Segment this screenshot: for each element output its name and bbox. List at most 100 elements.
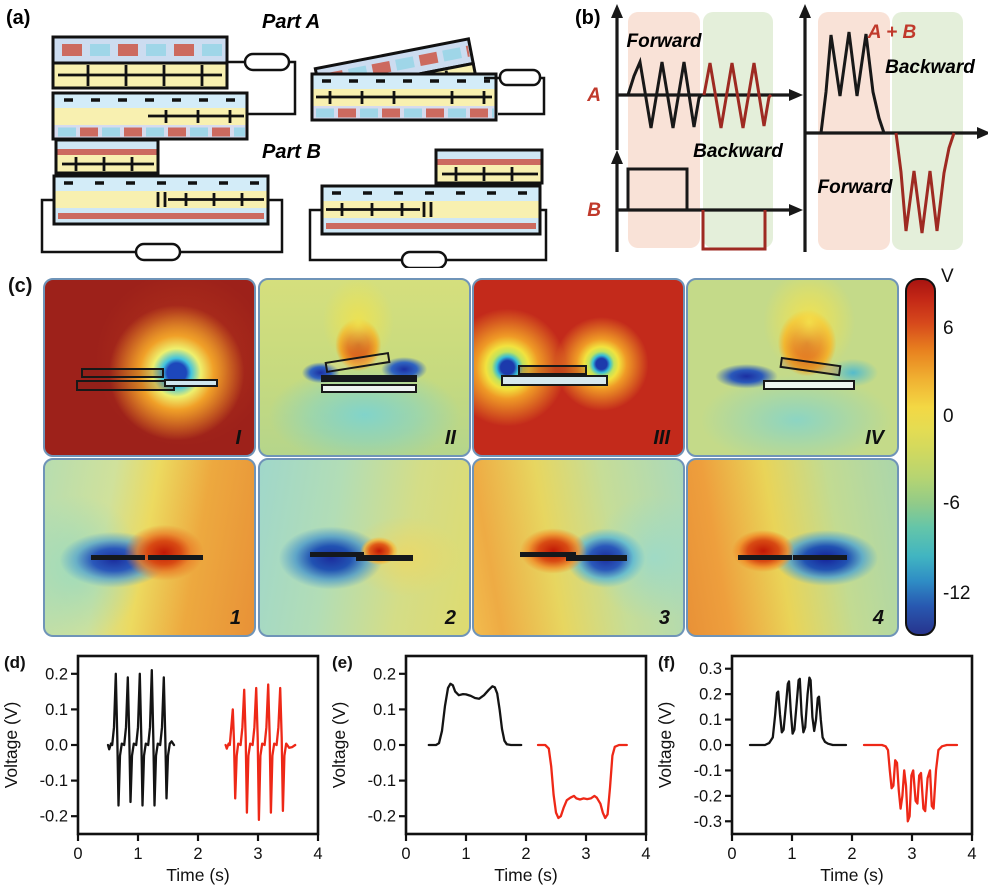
wave-b-backward — [701, 210, 767, 251]
svg-text:0: 0 — [727, 845, 736, 863]
wave-b-forward — [626, 167, 689, 210]
trace-backward — [224, 683, 297, 821]
svg-text:0: 0 — [73, 845, 82, 863]
svg-text:0.2: 0.2 — [45, 665, 68, 683]
svg-text:0.2: 0.2 — [699, 686, 722, 704]
trace-backward — [536, 743, 628, 820]
svg-text:0.1: 0.1 — [45, 701, 68, 719]
device-b2 — [308, 148, 548, 268]
part-a-label: Part A — [262, 11, 320, 33]
device-bar — [164, 378, 219, 387]
cell-label: IV — [865, 427, 884, 449]
colorbar-tick: -6 — [943, 493, 960, 514]
svg-text:-0.3: -0.3 — [694, 813, 722, 831]
forward-label-left: Forward — [627, 31, 702, 52]
heatmap-cell-4: 4 — [686, 458, 899, 637]
cell-label: 1 — [229, 607, 241, 629]
svg-text:0.0: 0.0 — [45, 737, 68, 755]
heatmap-cell-II: II — [258, 278, 471, 457]
backward-label-right: Backward — [885, 57, 975, 78]
heatmap-cell-IV: IV — [686, 278, 899, 457]
heatmap-cell-1: 1 — [43, 458, 256, 637]
svg-text:-0.2: -0.2 — [694, 787, 722, 805]
y-axis-label: Voltage (V) — [330, 702, 349, 789]
cell-label: III — [653, 427, 670, 449]
phase-band-backward-left — [703, 12, 773, 248]
chart-e-svg: 0.2 0.1 0.0 -0.1 -0.2 0 1 2 3 4 Voltage (V) Time (s… — [329, 653, 651, 885]
trace-backward — [862, 743, 959, 823]
colorbar-title: V — [941, 266, 954, 287]
wave-a-forward — [626, 56, 703, 129]
resistor-a1 — [243, 52, 291, 72]
device-bar — [792, 554, 847, 561]
svg-text:0.1: 0.1 — [373, 701, 396, 719]
trace-forward — [748, 676, 848, 747]
y-axis-label: Voltage (V) — [2, 702, 21, 789]
device-bar — [320, 384, 417, 393]
device-bar — [763, 379, 856, 391]
device-bar — [519, 551, 577, 558]
trace-forward — [427, 682, 523, 747]
plot-frame — [730, 654, 974, 836]
device-bar — [76, 379, 175, 392]
phase-band-backward-right — [892, 12, 963, 250]
cell-label: I — [235, 427, 241, 449]
x-axis-label: Time (s) — [820, 865, 884, 885]
forward-label-right: Forward — [818, 177, 893, 198]
panel-c: (c) I II III IV 1 — [0, 265, 988, 650]
device-a2 — [310, 37, 546, 122]
panel-a-schematic: (a) Part A Part B — [6, 7, 548, 268]
svg-text:0.3: 0.3 — [699, 660, 722, 678]
svg-text:3: 3 — [907, 845, 916, 863]
signal-b-label: B — [587, 200, 601, 221]
resistor-b1 — [134, 242, 182, 262]
colorbar-tick: 6 — [943, 318, 954, 339]
device-a1 — [51, 35, 297, 141]
svg-text:0.0: 0.0 — [373, 737, 396, 755]
cell-label: 4 — [872, 607, 884, 629]
signal-sum-axes — [803, 12, 979, 252]
svg-text:-0.2: -0.2 — [40, 808, 68, 826]
svg-text:-0.1: -0.1 — [694, 762, 722, 780]
heatmap-cell-3: 3 — [472, 458, 685, 637]
device-bar — [356, 555, 413, 561]
x-axis-label: Time (s) — [494, 865, 558, 885]
svg-text:2: 2 — [193, 845, 202, 863]
svg-text:4: 4 — [967, 845, 976, 863]
device-bar — [320, 374, 417, 383]
heatmap-cell-I: I — [43, 278, 256, 457]
cell-label: 3 — [658, 607, 670, 629]
device-b1 — [40, 138, 284, 262]
svg-text:1: 1 — [787, 845, 796, 863]
panel-b-label: (b) — [575, 7, 601, 29]
svg-text:1: 1 — [461, 845, 470, 863]
chart-f: 0.3 0.2 0.1 0.0 -0.1 -0.2 -0.3 0 1 2 3 4 Voltage (V)… — [655, 644, 986, 886]
svg-text:0.1: 0.1 — [699, 711, 722, 729]
chart-panel-label: (d) — [4, 653, 26, 672]
x-axis-label: Time (s) — [166, 865, 230, 885]
chart-panel-label: (e) — [332, 653, 353, 672]
wave-a-backward — [702, 62, 773, 129]
heatmap-cell-III: III — [472, 278, 685, 457]
chart-d-svg: 0.2 0.1 0.0 -0.1 -0.2 0 1 2 3 4 Voltage (V) Time (s… — [1, 653, 323, 885]
svg-text:0: 0 — [401, 845, 410, 863]
device-bar — [80, 367, 165, 378]
backward-label-left: Backward — [693, 141, 783, 162]
svg-text:-0.1: -0.1 — [40, 772, 68, 790]
trace-forward — [106, 669, 176, 807]
panel-a-label: (a) — [6, 7, 30, 29]
svg-text:-0.1: -0.1 — [368, 772, 396, 790]
device-bar — [310, 551, 365, 558]
svg-text:3: 3 — [581, 845, 590, 863]
heatmap-cell-2: 2 — [258, 458, 471, 637]
device-bar — [779, 356, 841, 376]
wave-sum-forward — [819, 31, 886, 134]
signal-sum-label: A + B — [867, 22, 917, 43]
colorbar: V 6 0 -6 -12 — [905, 266, 988, 650]
device-bar — [501, 375, 608, 386]
wave-sum-backward — [894, 132, 956, 234]
panel-b-waveforms: (b) A B Forward Backward A + B Backward … — [575, 4, 988, 252]
cell-label: II — [444, 427, 456, 449]
cell-label: 2 — [444, 607, 456, 629]
